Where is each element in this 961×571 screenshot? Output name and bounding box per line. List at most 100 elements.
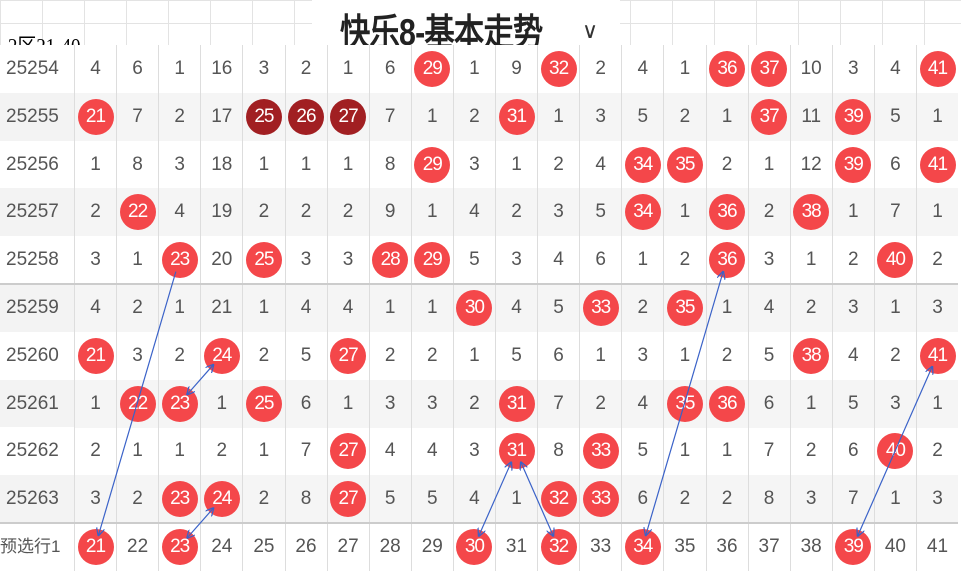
omission-value: 2 bbox=[553, 153, 564, 175]
issue-label: 25262 bbox=[0, 427, 74, 476]
omission-value: 12 bbox=[800, 153, 822, 175]
cell-23: 1 bbox=[158, 284, 200, 332]
cell-38: 3 bbox=[789, 475, 832, 524]
omission-value: 2 bbox=[258, 201, 270, 223]
omission-value: 3 bbox=[258, 58, 270, 79]
cell-40: 2 bbox=[873, 331, 916, 380]
chevron-down-icon[interactable]: ∨ bbox=[582, 18, 599, 43]
number-ball: 32 bbox=[540, 51, 577, 87]
omission-value: 6 bbox=[384, 58, 396, 79]
omission-value: 6 bbox=[637, 488, 649, 510]
omission-value: 2 bbox=[763, 201, 775, 223]
omission-value: 24 bbox=[211, 536, 233, 557]
omission-value: 1 bbox=[132, 249, 143, 271]
cell-32: 4 bbox=[537, 236, 579, 285]
number-ball: 37 bbox=[751, 51, 788, 87]
omission-value: 1 bbox=[300, 153, 312, 175]
cell-31[interactable]: 31 bbox=[495, 523, 537, 571]
cell-38[interactable]: 38 bbox=[789, 523, 832, 571]
cell-30: 2 bbox=[452, 379, 495, 428]
cell-29: 1 bbox=[410, 284, 453, 332]
cell-25[interactable]: 25 bbox=[242, 523, 284, 571]
omission-value: 2 bbox=[805, 297, 817, 318]
cell-34: 4 bbox=[621, 379, 663, 428]
cell-33[interactable]: 33 bbox=[579, 523, 621, 571]
cell-31: 31 bbox=[495, 92, 537, 141]
omission-value: 1 bbox=[174, 440, 185, 462]
cell-36: 1 bbox=[705, 427, 748, 476]
cell-29: 5 bbox=[410, 475, 453, 524]
row-separator bbox=[0, 522, 958, 524]
omission-value: 4 bbox=[469, 488, 480, 510]
omission-value: 20 bbox=[211, 249, 233, 271]
cell-41: 2 bbox=[916, 427, 958, 476]
cell-36[interactable]: 36 bbox=[705, 523, 748, 571]
cell-34[interactable]: 34 bbox=[621, 523, 663, 571]
omission-value: 7 bbox=[848, 488, 859, 510]
cell-33: 2 bbox=[579, 45, 621, 93]
omission-value: 38 bbox=[800, 536, 822, 557]
cell-39: 3 bbox=[831, 45, 874, 93]
cell-35: 2 bbox=[663, 92, 705, 141]
cell-26[interactable]: 26 bbox=[284, 523, 327, 571]
cell-24[interactable]: 24 bbox=[200, 523, 242, 571]
cell-39[interactable]: 39 bbox=[831, 523, 874, 571]
cell-23[interactable]: 23 bbox=[158, 523, 200, 571]
cell-26: 8 bbox=[284, 475, 327, 524]
predict-row: 预选行1 21 22 23 24 25 26 27 28 29 30 31 32 33 34 35 36 37 38… bbox=[0, 523, 958, 571]
cell-41: 3 bbox=[916, 284, 958, 332]
omission-value: 1 bbox=[216, 392, 228, 414]
omission-value: 5 bbox=[763, 344, 775, 366]
omission-value: 41 bbox=[926, 536, 949, 557]
omission-value: 4 bbox=[637, 58, 649, 79]
cell-40[interactable]: 40 bbox=[873, 523, 916, 571]
table-row: 25263 3 2 23 24 2 8 27 5 5 4 1 32 33 6 2 2 8 3 7 1 3 bbox=[0, 475, 958, 524]
omission-value: 5 bbox=[553, 297, 564, 318]
omission-value: 1 bbox=[848, 201, 859, 223]
cell-41[interactable]: 41 bbox=[916, 523, 958, 571]
omission-value: 2 bbox=[216, 440, 228, 462]
omission-value: 1 bbox=[805, 392, 817, 414]
omission-value: 3 bbox=[342, 249, 354, 271]
omission-value: 6 bbox=[848, 440, 859, 462]
omission-value: 7 bbox=[553, 392, 564, 414]
cell-36: 36 bbox=[705, 379, 748, 428]
omission-value: 6 bbox=[595, 249, 606, 271]
number-ball: 36 bbox=[709, 242, 745, 279]
cell-40: 5 bbox=[873, 92, 916, 141]
cell-37[interactable]: 37 bbox=[747, 523, 790, 571]
omission-value: 5 bbox=[595, 201, 606, 223]
number-ball: 27 bbox=[330, 337, 367, 374]
omission-value: 26 bbox=[295, 536, 317, 557]
cell-40: 6 bbox=[873, 140, 916, 189]
omission-value: 1 bbox=[679, 344, 691, 366]
omission-value: 4 bbox=[890, 58, 901, 79]
cell-32: 8 bbox=[537, 427, 579, 476]
omission-value: 2 bbox=[721, 153, 733, 175]
cell-29: 1 bbox=[410, 188, 453, 237]
cell-27[interactable]: 27 bbox=[326, 523, 369, 571]
cell-28[interactable]: 28 bbox=[368, 523, 411, 571]
omission-value: 4 bbox=[300, 297, 312, 318]
cell-33: 4 bbox=[579, 140, 621, 189]
omission-value: 3 bbox=[174, 153, 185, 175]
cell-37: 37 bbox=[747, 45, 790, 93]
omission-value: 5 bbox=[890, 105, 901, 127]
cell-30[interactable]: 30 bbox=[452, 523, 495, 571]
cell-22[interactable]: 22 bbox=[116, 523, 158, 571]
omission-value: 1 bbox=[890, 297, 901, 318]
cell-29[interactable]: 29 bbox=[410, 523, 453, 571]
cell-26: 26 bbox=[284, 92, 327, 141]
cell-40: 1 bbox=[873, 284, 916, 332]
cell-35[interactable]: 35 bbox=[663, 523, 705, 571]
omission-value: 4 bbox=[848, 344, 859, 366]
cell-21[interactable]: 21 bbox=[74, 523, 116, 571]
omission-value: 1 bbox=[637, 249, 649, 271]
cell-30: 30 bbox=[452, 284, 495, 332]
cell-32[interactable]: 32 bbox=[537, 523, 579, 571]
cell-23: 23 bbox=[158, 475, 200, 524]
omission-value: 2 bbox=[595, 392, 606, 414]
cell-22: 8 bbox=[116, 140, 158, 189]
cell-39: 6 bbox=[831, 427, 874, 476]
cell-32: 32 bbox=[537, 475, 579, 524]
